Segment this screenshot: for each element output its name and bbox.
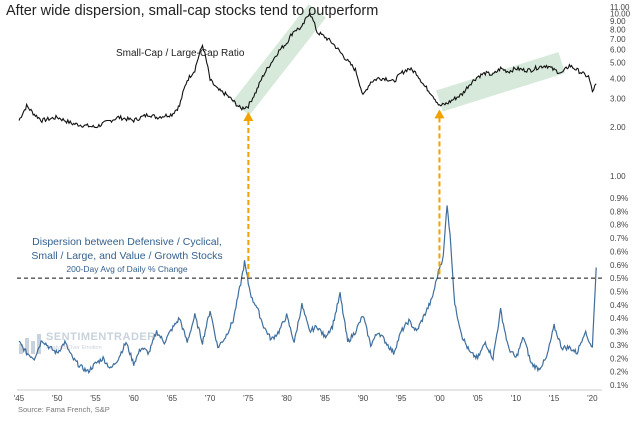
dispersion-tick-label: 0.3% (610, 341, 628, 350)
x-tick-label: '85 (320, 394, 331, 403)
ratio-tick-label: 8.00 (610, 25, 626, 34)
highlight-band-2 (436, 52, 566, 112)
dispersion-tick-label: 0.8% (610, 207, 628, 216)
ratio-tick-label: 11.00 (610, 3, 630, 12)
dispersion-label-line-1: Dispersion between Defensive / Cyclical, (32, 236, 222, 248)
dispersion-subtitle: 200-Day Avg of Daily % Change (66, 264, 188, 274)
dispersion-tick-label: 0.1% (610, 381, 628, 390)
ratio-series (18, 12, 597, 129)
ratio-tick-label: 5.00 (610, 59, 626, 68)
chart-title: After wide dispersion, small-cap stocks … (6, 3, 379, 19)
x-tick-label: '10 (511, 394, 522, 403)
x-tick-label: '55 (90, 394, 101, 403)
ratio-line (18, 12, 597, 129)
dispersion-tick-label: 0.2% (610, 354, 628, 363)
source-note: Source: Fama French, S&P (18, 405, 110, 414)
ratio-tick-label: 6.00 (610, 46, 626, 55)
signal-arrowhead-2 (434, 109, 445, 119)
x-tick-label: '05 (472, 394, 483, 403)
x-tick-label: '20 (587, 394, 598, 403)
x-tick-label: '90 (358, 394, 369, 403)
x-tick-label: '15 (549, 394, 560, 403)
dispersion-tick-label: 0.6% (610, 261, 628, 270)
dispersion-tick-label: 0.9% (610, 194, 628, 203)
ratio-label: Small-Cap / Large-Cap Ratio (116, 48, 245, 59)
watermark: SENTIMENTRADER Analysis Over Emotion (18, 330, 155, 358)
x-tick-label: '70 (205, 394, 216, 403)
dispersion-tick-label: 0.4% (610, 314, 628, 323)
dispersion-series (18, 205, 597, 375)
dispersion-tick-label: 0.8% (610, 221, 628, 230)
chart-labels: Small-Cap / Large-Cap Ratio Dispersion be… (31, 48, 244, 274)
signal-arrowhead-1 (243, 111, 254, 121)
x-tick-label: '60 (128, 394, 139, 403)
dispersion-tick-label: 0.5% (610, 274, 628, 283)
ratio-tick-label: 7.00 (610, 35, 626, 44)
watermark-text: SENTIMENTRADER (46, 331, 156, 343)
x-tick-label: '80 (281, 394, 292, 403)
dispersion-tick-label: 0.7% (610, 234, 628, 243)
dispersion-label-line-2: Small / Large, and Value / Growth Stocks (31, 250, 222, 262)
ratio-tick-label: 10.00 (610, 10, 631, 19)
dispersion-tick-label: 0.4% (610, 301, 628, 310)
dispersion-tick-label: 0.5% (610, 288, 628, 297)
dispersion-line (18, 205, 597, 375)
x-tick-label: '75 (243, 394, 254, 403)
x-tick-label: '95 (396, 394, 407, 403)
ratio-tick-label: 3.00 (610, 95, 626, 104)
x-tick-label: '65 (167, 394, 178, 403)
watermark-subtext: Analysis Over Emotion (46, 345, 102, 351)
ratio-tick-label: 1.00 (610, 172, 626, 181)
x-tick-label: '45 (14, 394, 25, 403)
ratio-y-axis: 1.00 2.00 3.00 4.00 5.00 6.00 7.008.009.0010.0… (610, 3, 631, 181)
ratio-tick-label: 2.00 (610, 123, 626, 132)
ratio-tick-label: 4.00 (610, 74, 626, 83)
highlight-band-1 (232, 4, 326, 116)
highlight-bands (232, 4, 566, 116)
dispersion-tick-label: 0.3% (610, 328, 628, 337)
signal-arrows (243, 109, 445, 278)
dispersion-tick-label: 0.2% (610, 368, 628, 377)
x-tick-label: '00 (434, 394, 445, 403)
x-axis: '45 '50 '55 '60 '65 '70 '75 '80 '85 '90 '95 '00 '05 '… (14, 389, 602, 403)
dispersion-y-axis: 0.1% 0.2% 0.2% 0.3% 0.3% 0.4% 0.4% 0.5% 0.5% 0.6%… (610, 194, 628, 390)
dispersion-tick-label: 0.6% (610, 247, 628, 256)
ratio-tick-label: 9.00 (610, 17, 626, 26)
x-tick-label: '50 (52, 394, 63, 403)
sentimentrader-logo-icon (19, 334, 41, 354)
